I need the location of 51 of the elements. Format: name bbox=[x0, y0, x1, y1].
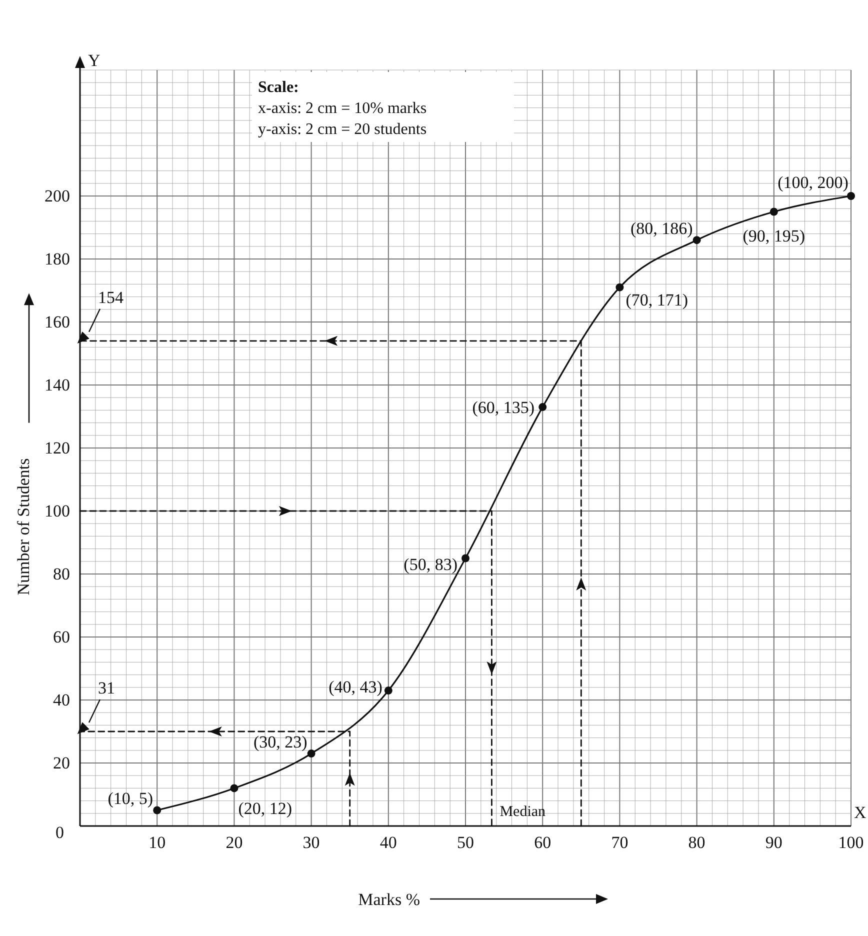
point bbox=[692, 236, 701, 244]
point bbox=[153, 806, 162, 814]
annotation: (100, 200) bbox=[778, 172, 848, 192]
y-tick-label: 120 bbox=[44, 438, 70, 458]
annotation: (50, 83) bbox=[404, 555, 458, 574]
point bbox=[770, 208, 778, 216]
y-tick-label: 140 bbox=[44, 375, 70, 394]
x-axis-title: Marks % bbox=[358, 890, 420, 909]
point bbox=[847, 192, 855, 200]
y-tick-label: 100 bbox=[44, 501, 70, 520]
x-tick-label: 40 bbox=[380, 833, 397, 852]
y-tick-label: 20 bbox=[53, 753, 70, 772]
annotation: (60, 135) bbox=[472, 398, 535, 417]
y-axis-title: Number of Students bbox=[14, 458, 33, 596]
y-tick-label: 180 bbox=[44, 249, 70, 268]
annotation: (10, 5) bbox=[108, 789, 154, 808]
annotation: y-axis: 2 cm = 20 students bbox=[258, 121, 427, 138]
x-tick-label: 10 bbox=[148, 833, 166, 852]
point bbox=[538, 403, 547, 412]
point bbox=[307, 750, 316, 758]
y-tick-label: 160 bbox=[44, 312, 70, 332]
annotation: (70, 171) bbox=[626, 290, 688, 310]
annotation: Scale: bbox=[258, 79, 299, 96]
annotation: (80, 186) bbox=[630, 219, 693, 238]
x-tick-label: 30 bbox=[302, 833, 320, 852]
x-tick-label: 20 bbox=[226, 833, 243, 852]
annotation: (40, 43) bbox=[328, 678, 382, 696]
x-tick-label: 90 bbox=[765, 833, 782, 852]
annotation: 31 bbox=[98, 678, 115, 698]
x-tick-label: 50 bbox=[457, 833, 474, 852]
annotation: (90, 195) bbox=[742, 226, 806, 246]
y-tick-label: 80 bbox=[53, 564, 70, 584]
y-tick-label: 40 bbox=[53, 690, 70, 710]
annotation: Median bbox=[500, 804, 546, 820]
annotation: x-axis: 2 cm = 10% marks bbox=[258, 100, 427, 117]
annotation: Y bbox=[88, 51, 100, 70]
annotation: 154 bbox=[98, 288, 124, 307]
point bbox=[230, 784, 238, 792]
x-tick-label: 80 bbox=[688, 833, 706, 852]
text: X bbox=[854, 803, 866, 822]
y-tick-label: 0 bbox=[56, 822, 64, 842]
y-tick-label: 200 bbox=[44, 186, 70, 206]
y-tick-label: 60 bbox=[53, 627, 70, 646]
annotation: (20, 12) bbox=[238, 799, 292, 818]
x-tick-label: 70 bbox=[611, 833, 628, 852]
point bbox=[384, 686, 392, 695]
x-tick-label: 100 bbox=[838, 833, 864, 852]
x-tick-label: 60 bbox=[534, 833, 552, 852]
point bbox=[462, 554, 470, 562]
annotation: (30, 23) bbox=[253, 732, 308, 752]
point bbox=[616, 283, 624, 292]
